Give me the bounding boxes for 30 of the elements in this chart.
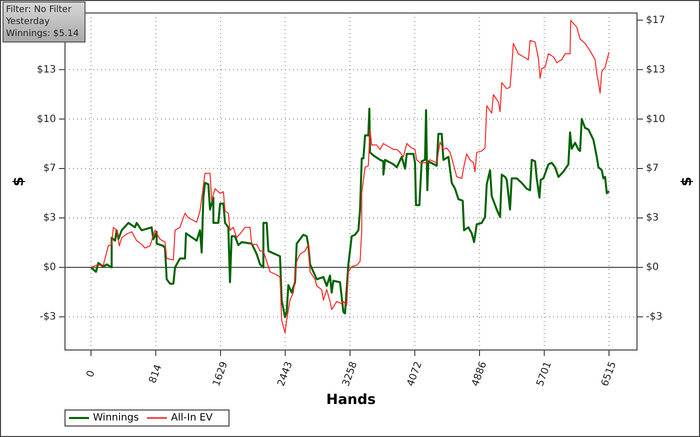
- y-tick-label: -$3: [40, 312, 56, 323]
- legend-label: Winnings: [93, 412, 139, 424]
- x-tick-label: 2443: [276, 360, 295, 388]
- text: Yesterday: [5, 17, 50, 27]
- legend-label: All-In EV: [171, 412, 213, 424]
- y2-tick-label: $10: [646, 114, 666, 125]
- y-tick-label: $10: [36, 114, 56, 125]
- y2-tick-label: -$3: [646, 312, 662, 323]
- x-tick-label: 3258: [340, 360, 360, 388]
- y-tick-label: $0: [43, 262, 56, 274]
- y-tick-label: $3: [43, 212, 56, 224]
- y-tick-label: $13: [36, 64, 56, 76]
- y2-tick-label: $7: [646, 163, 659, 174]
- y2-axis-title: $: [678, 176, 695, 186]
- y2-tick-label: $13: [646, 64, 666, 76]
- y-tick-label: $7: [43, 163, 56, 174]
- annotation: Filter: No Filter: [6, 5, 72, 15]
- y2-tick-label: $17: [646, 14, 666, 26]
- x-tick-label: 1629: [211, 360, 230, 388]
- y2-tick-label: $3: [646, 212, 659, 224]
- x-tick-label: 4072: [405, 360, 425, 388]
- x-tick-label: 4886: [470, 360, 490, 388]
- y2-tick-label: $0: [646, 262, 659, 274]
- x-tick-label: 6515: [600, 360, 619, 388]
- x-tick-label: 5701: [534, 360, 554, 388]
- annotation: Winnings: $5.14: [6, 29, 80, 39]
- x-tick-label: 0: [84, 369, 98, 379]
- x-axis-title: Hands: [326, 392, 376, 408]
- x-tick-label: 814: [148, 363, 164, 385]
- y-axis-title: $: [10, 176, 27, 186]
